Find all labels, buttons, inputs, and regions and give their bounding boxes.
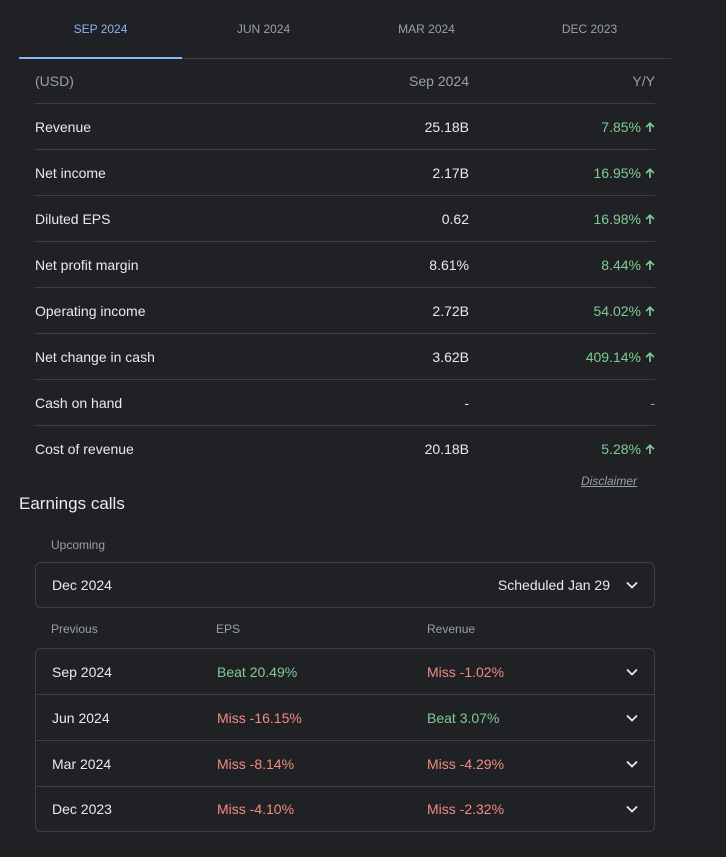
metric-yoy: 16.98%: [469, 211, 655, 227]
metric-label: Net change in cash: [35, 348, 155, 365]
yoy-value: 16.95%: [593, 164, 641, 181]
yoy-value: 409.14%: [585, 348, 641, 365]
arrow-up-icon: [645, 259, 655, 270]
metric-label: Cash on hand: [35, 394, 123, 411]
arrow-up-icon: [645, 305, 655, 316]
financials-header-row: (USD) Sep 2024 Y/Y: [35, 58, 655, 104]
arrow-up-icon: [645, 121, 655, 132]
previous-call-row[interactable]: Sep 2024 Beat 20.49% Miss -1.02%: [36, 649, 654, 695]
call-period: Mar 2024: [52, 755, 112, 772]
yoy-value: 8.44%: [601, 256, 641, 273]
arrow-up-icon: [645, 443, 655, 454]
financials-row-operating-income: Operating income 2.72B 54.02%: [35, 288, 655, 334]
previous-label: Previous: [51, 622, 98, 636]
metric-yoy: -: [469, 395, 655, 411]
chevron-down-icon[interactable]: [626, 758, 638, 770]
chevron-down-icon[interactable]: [626, 666, 638, 678]
call-eps: Miss -16.15%: [217, 709, 302, 726]
tab-sep-2024[interactable]: SEP 2024: [19, 0, 182, 59]
upcoming-schedule: Scheduled Jan 29: [497, 577, 610, 593]
call-period: Jun 2024: [52, 709, 110, 726]
metric-yoy: 409.14%: [469, 349, 655, 365]
metric-value: 25.18B: [424, 118, 469, 135]
call-revenue: Miss -4.29%: [427, 755, 505, 772]
chevron-down-icon[interactable]: [626, 579, 638, 591]
period-header: Sep 2024: [409, 72, 469, 89]
earnings-calls-title: Earnings calls: [19, 494, 125, 513]
disclaimer-link[interactable]: Disclaimer: [581, 474, 638, 488]
metric-value: 3.62B: [432, 348, 469, 365]
arrow-up-icon: [645, 351, 655, 362]
arrow-up-icon: [645, 167, 655, 178]
eps-header: EPS: [216, 622, 241, 636]
metric-value: 2.17B: [432, 164, 469, 181]
call-revenue: Miss -2.32%: [427, 801, 505, 817]
financials-row-cost-of-revenue: Cost of revenue 20.18B 5.28%: [35, 426, 655, 471]
metric-value: 0.62: [441, 210, 469, 227]
previous-call-row[interactable]: Jun 2024 Miss -16.15% Beat 3.07%: [36, 695, 654, 741]
metric-yoy: 16.95%: [469, 165, 655, 181]
financials-row-net-change-in-cash: Net change in cash 3.62B 409.14%: [35, 334, 655, 380]
financials-row-net-income: Net income 2.17B 16.95%: [35, 150, 655, 196]
yoy-value: 16.98%: [593, 210, 641, 227]
metric-yoy: 54.02%: [469, 303, 655, 319]
financials-row-net-profit-margin: Net profit margin 8.61% 8.44%: [35, 242, 655, 288]
metric-yoy: 8.44%: [469, 257, 655, 273]
currency-label: (USD): [35, 72, 74, 89]
metric-value: -: [464, 394, 469, 411]
yoy-value: 5.28%: [601, 440, 641, 457]
revenue-header: Revenue: [427, 622, 476, 636]
financials-row-diluted-eps: Diluted EPS 0.62 16.98%: [35, 196, 655, 242]
call-eps: Beat 20.49%: [217, 663, 298, 680]
financials-table: (USD) Sep 2024 Y/Y Revenue 25.18B 7.85% …: [35, 58, 655, 471]
upcoming-label: Upcoming: [51, 538, 106, 552]
call-period: Sep 2024: [52, 663, 112, 680]
metric-yoy: 7.85%: [469, 119, 655, 135]
chevron-down-icon[interactable]: [626, 803, 638, 815]
yoy-value: 7.85%: [601, 118, 641, 135]
metric-label: Diluted EPS: [35, 210, 111, 227]
upcoming-period: Dec 2024: [52, 577, 112, 593]
financials-row-revenue: Revenue 25.18B 7.85%: [35, 104, 655, 150]
metric-label: Net profit margin: [35, 256, 139, 273]
previous-calls-header: Previous EPS Revenue: [35, 622, 655, 640]
previous-call-row[interactable]: Dec 2023 Miss -4.10% Miss -2.32%: [36, 787, 654, 831]
call-revenue: Beat 3.07%: [427, 709, 500, 726]
metric-label: Cost of revenue: [35, 440, 134, 457]
metric-value: 2.72B: [432, 302, 469, 319]
metric-yoy: 5.28%: [469, 441, 655, 457]
metric-value: 8.61%: [429, 256, 469, 273]
call-eps: Miss -4.10%: [217, 801, 295, 817]
previous-earnings-list: Sep 2024 Beat 20.49% Miss -1.02% Jun 202…: [35, 648, 655, 832]
metric-label: Operating income: [35, 302, 146, 319]
upcoming-earnings-card[interactable]: Dec 2024 Scheduled Jan 29: [35, 562, 655, 608]
call-revenue: Miss -1.02%: [427, 663, 505, 680]
chevron-down-icon[interactable]: [626, 712, 638, 724]
tab-jun-2024[interactable]: JUN 2024: [236, 22, 291, 36]
tab-mar-2024[interactable]: MAR 2024: [398, 22, 455, 36]
previous-call-row[interactable]: Mar 2024 Miss -8.14% Miss -4.29%: [36, 741, 654, 787]
metric-label: Net income: [35, 164, 106, 181]
financials-row-cash-on-hand: Cash on hand - -: [35, 380, 655, 426]
arrow-up-icon: [645, 213, 655, 224]
call-eps: Miss -8.14%: [217, 755, 295, 772]
metric-label: Revenue: [35, 118, 92, 135]
call-period: Dec 2023: [52, 801, 112, 817]
tab-dec-2023[interactable]: DEC 2023: [561, 22, 618, 36]
quarter-tabs: SEP 2024 JUN 2024 MAR 2024 DEC 2023: [19, 0, 671, 59]
yoy-header: Y/Y: [632, 72, 655, 89]
yoy-value: -: [650, 394, 655, 411]
yoy-value: 54.02%: [593, 302, 641, 319]
metric-value: 20.18B: [424, 440, 469, 457]
